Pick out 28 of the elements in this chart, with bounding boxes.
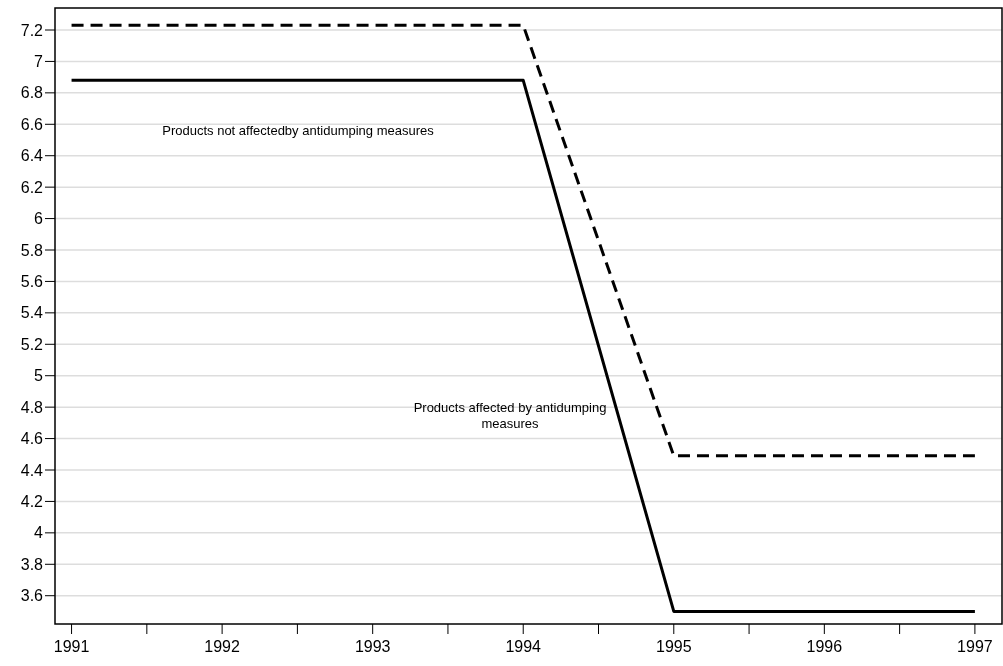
y-tick-label: 3.6 bbox=[20, 587, 44, 605]
y-tick-label: 4.4 bbox=[20, 461, 44, 479]
y-tick-label: 5.8 bbox=[20, 241, 44, 259]
annotation: Products not affectedby antidumping measures bbox=[162, 122, 435, 138]
y-tick-label: 5.6 bbox=[20, 273, 44, 291]
y-tick-label: 7.2 bbox=[20, 21, 44, 39]
y-tick-label: 3.8 bbox=[20, 555, 44, 573]
y-tick-label: 6.6 bbox=[20, 115, 44, 133]
x-tick-label: 1994 bbox=[505, 638, 542, 655]
x-tick-label: 1997 bbox=[957, 638, 993, 655]
x-tick-label: 1995 bbox=[655, 638, 692, 655]
y-tick-label: 4.2 bbox=[20, 493, 44, 511]
y-tick-label: 5.4 bbox=[20, 304, 44, 322]
y-tick-label: 6.8 bbox=[20, 84, 44, 102]
y-tick-label: 6.4 bbox=[20, 147, 44, 165]
y-tick-label: 4 bbox=[34, 524, 44, 542]
x-tick-label: 1991 bbox=[53, 638, 90, 655]
annotation: Products affected by antidumping measures bbox=[413, 399, 607, 431]
y-tick-label: 6.2 bbox=[20, 178, 44, 196]
x-tick-label: 1996 bbox=[806, 638, 843, 655]
y-tick-label: 5.2 bbox=[20, 335, 44, 353]
y-tick-label: 4.6 bbox=[20, 430, 44, 448]
y-tick-label: 4.8 bbox=[20, 398, 44, 416]
x-tick-label: 1992 bbox=[204, 638, 241, 655]
y-tick-label: 5 bbox=[34, 367, 44, 385]
y-tick-label: 6 bbox=[34, 210, 44, 228]
y-tick-label: 7 bbox=[34, 53, 44, 71]
x-tick-label: 1993 bbox=[354, 638, 391, 655]
